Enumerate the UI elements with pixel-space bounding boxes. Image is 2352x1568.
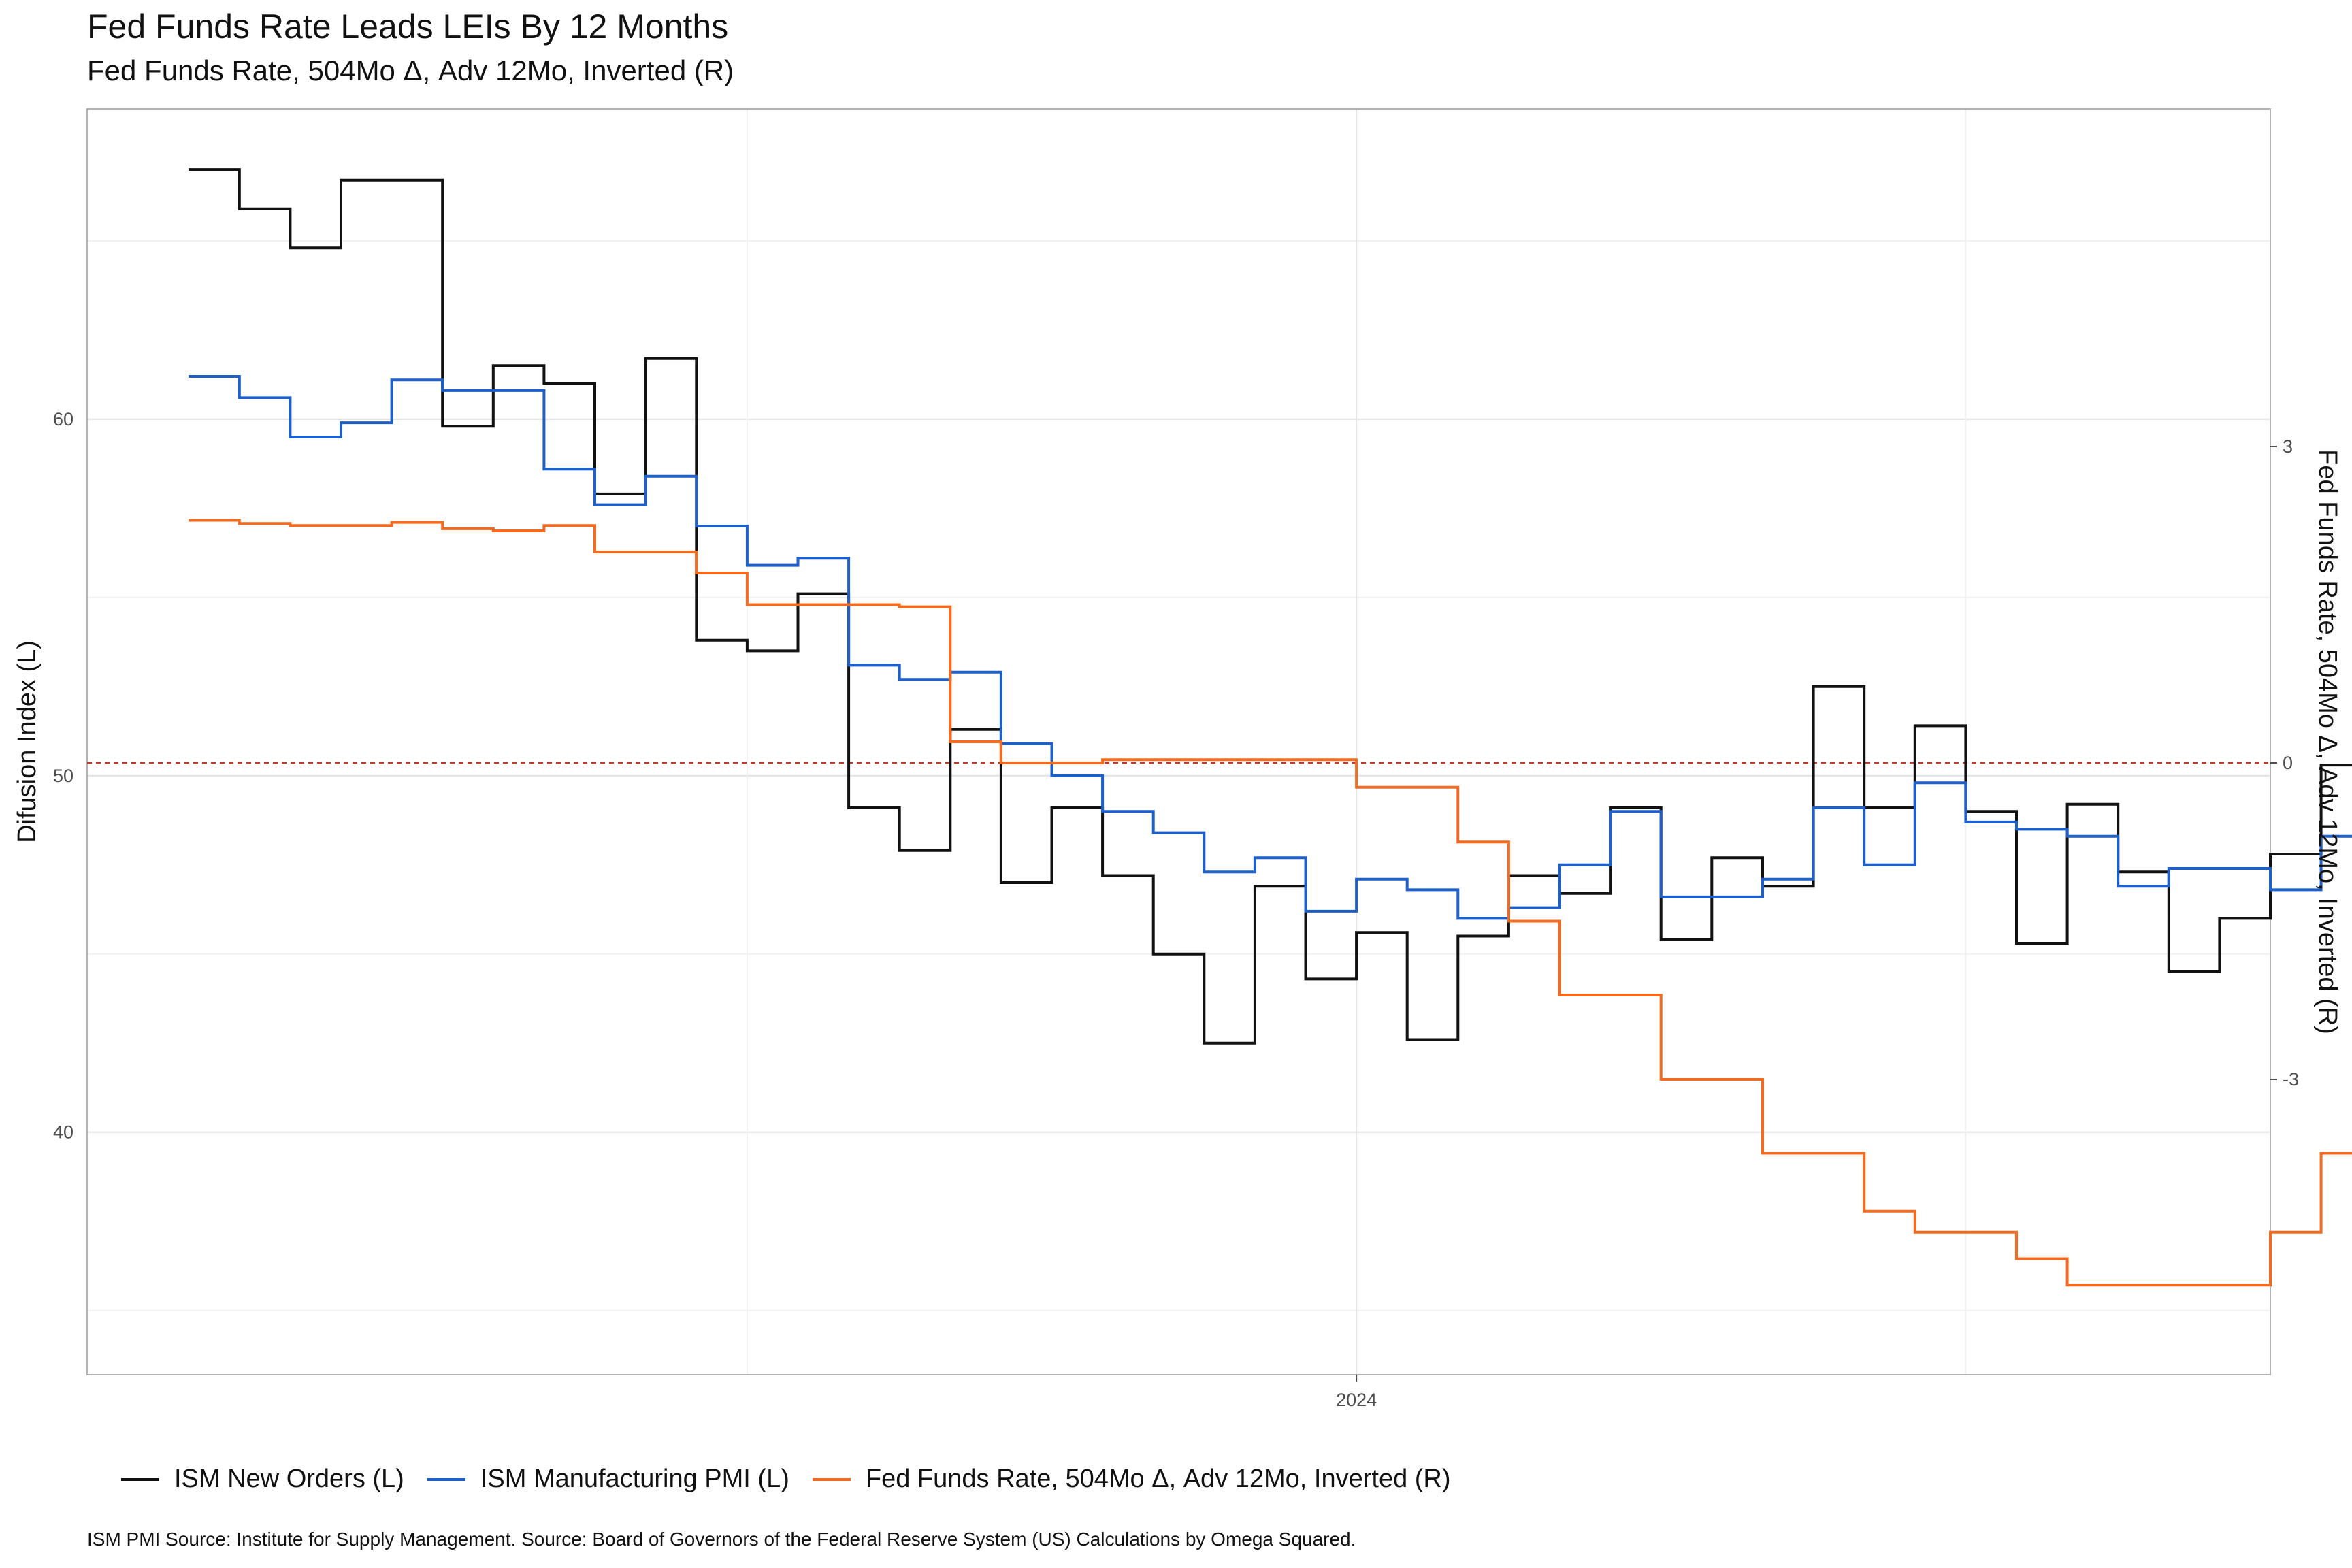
chart-title: Fed Funds Rate Leads LEIs By 12 Months xyxy=(87,7,729,46)
series-line-1 xyxy=(189,375,2352,920)
legend-swatch-fed-funds-rate xyxy=(812,1477,851,1481)
legend-item-ism-manufacturing-pmi: ISM Manufacturing PMI (L) xyxy=(427,1465,789,1494)
legend-label-ism-manufacturing-pmi: ISM Manufacturing PMI (L) xyxy=(480,1465,789,1493)
grid xyxy=(87,109,2270,1375)
legend-item-fed-funds-rate: Fed Funds Rate, 504Mo Δ, Adv 12Mo, Inver… xyxy=(812,1465,1451,1494)
right-tick-label: 0 xyxy=(2283,753,2293,773)
legend-swatch-ism-manufacturing-pmi xyxy=(427,1477,466,1481)
right-axis-label: Fed Funds Rate, 504Mo Δ, Adv 12Mo, Inver… xyxy=(2313,449,2342,1034)
series-line-2 xyxy=(189,519,2352,1287)
x-axis-ticks: 2024 xyxy=(1336,1375,1377,1410)
left-tick-label: 40 xyxy=(53,1122,74,1143)
chart-subtitle: Fed Funds Rate, 504Mo Δ, Adv 12Mo, Inver… xyxy=(87,54,734,86)
legend-label-fed-funds-rate: Fed Funds Rate, 504Mo Δ, Adv 12Mo, Inver… xyxy=(865,1465,1451,1493)
left-tick-label: 60 xyxy=(53,409,74,429)
left-tick-label: 50 xyxy=(53,766,74,786)
series-line-0 xyxy=(189,168,2352,1045)
legend: ISM New Orders (L) ISM Manufacturing PMI… xyxy=(121,1465,1474,1494)
left-axis-ticks: 40 50 60 xyxy=(53,409,74,1143)
series-layer xyxy=(189,168,2352,1287)
legend-label-ism-new-orders: ISM New Orders (L) xyxy=(174,1465,404,1493)
right-axis-ticks: -3 0 3 xyxy=(2270,436,2299,1090)
x-tick-label: 2024 xyxy=(1336,1390,1377,1410)
plot-panel xyxy=(86,108,2271,1375)
right-tick-label: -3 xyxy=(2283,1069,2299,1090)
left-axis-label: Difusion Index (L) xyxy=(13,640,42,843)
legend-item-ism-new-orders: ISM New Orders (L) xyxy=(121,1465,404,1494)
right-tick-label: 3 xyxy=(2283,436,2293,457)
source-caption: ISM PMI Source: Institute for Supply Man… xyxy=(87,1529,1356,1550)
legend-swatch-ism-new-orders xyxy=(121,1477,159,1481)
